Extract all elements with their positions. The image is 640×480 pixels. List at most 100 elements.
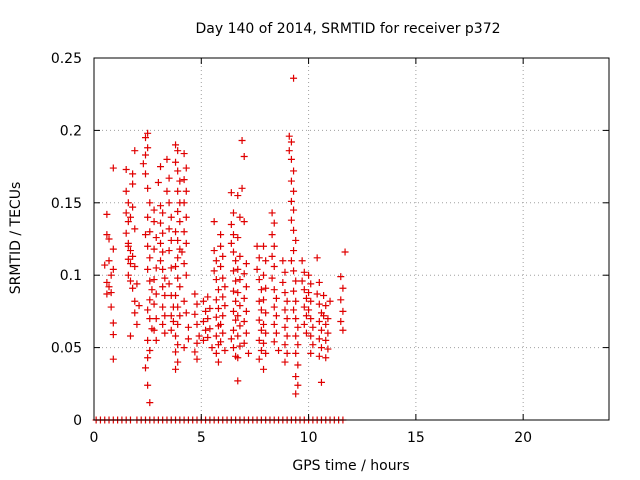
data-point <box>307 280 315 288</box>
data-point <box>307 297 315 305</box>
data-point <box>322 354 330 362</box>
data-point <box>107 271 115 279</box>
data-point <box>150 245 158 253</box>
data-point <box>262 329 270 337</box>
data-point <box>105 283 113 291</box>
data-point <box>242 283 250 291</box>
data-point <box>146 228 154 236</box>
data-point <box>268 252 276 260</box>
data-point <box>182 309 190 317</box>
data-point <box>238 137 246 145</box>
data-point <box>214 358 222 366</box>
data-point <box>292 349 300 357</box>
data-point <box>109 331 117 339</box>
data-point <box>161 274 169 282</box>
data-point <box>281 358 289 366</box>
data-point <box>150 206 158 214</box>
data-point <box>285 147 293 155</box>
data-point <box>146 296 154 304</box>
data-point <box>146 399 154 407</box>
data-point <box>122 165 130 173</box>
data-point <box>180 176 188 184</box>
data-point <box>262 309 270 317</box>
data-point <box>214 286 222 294</box>
data-point <box>133 320 141 328</box>
data-point <box>103 210 111 218</box>
data-point <box>221 346 229 354</box>
data-point <box>285 132 293 140</box>
data-point <box>309 323 317 331</box>
data-point <box>217 263 225 271</box>
data-point <box>182 164 190 172</box>
data-point <box>341 248 349 256</box>
data-point <box>315 278 323 286</box>
data-point <box>206 305 214 313</box>
data-point <box>300 268 308 276</box>
x-tick-label: 10 <box>300 430 318 446</box>
data-point <box>124 255 132 263</box>
data-point <box>294 323 302 331</box>
data-point <box>174 187 182 195</box>
data-point <box>172 291 180 299</box>
data-point <box>150 326 158 334</box>
data-point <box>191 310 199 318</box>
data-point <box>212 349 220 357</box>
data-point <box>144 336 152 344</box>
data-point <box>281 289 289 297</box>
data-point <box>221 283 229 291</box>
data-point <box>122 229 130 237</box>
data-point <box>253 265 261 273</box>
data-point <box>142 134 149 142</box>
x-tick-label: 5 <box>197 430 206 446</box>
data-point <box>229 326 237 334</box>
data-point <box>159 209 167 217</box>
data-point <box>161 291 169 299</box>
data-point <box>193 339 201 347</box>
data-point <box>283 315 291 323</box>
data-point <box>270 263 278 271</box>
data-point <box>281 268 289 276</box>
data-point <box>317 378 325 386</box>
data-point <box>159 320 167 328</box>
data-point <box>165 247 173 255</box>
data-point <box>272 329 280 337</box>
data-point <box>129 252 137 260</box>
data-point <box>210 218 218 226</box>
data-point <box>292 297 300 305</box>
data-point <box>126 213 134 221</box>
data-point <box>172 348 180 356</box>
data-point <box>129 284 137 292</box>
data-point <box>180 228 188 236</box>
data-point <box>234 234 242 242</box>
data-point <box>124 242 132 250</box>
data-point <box>126 277 134 285</box>
data-point <box>212 276 220 284</box>
data-point <box>227 335 235 343</box>
data-point <box>126 332 134 340</box>
data-point <box>174 320 182 328</box>
data-point <box>298 257 306 265</box>
data-point <box>182 271 190 279</box>
data-point <box>131 263 139 271</box>
data-point <box>268 231 276 239</box>
data-point <box>122 187 130 195</box>
data-point <box>165 174 173 182</box>
data-point <box>176 218 184 226</box>
data-point <box>232 297 240 305</box>
data-point <box>307 349 315 357</box>
data-point <box>290 206 298 214</box>
data-point <box>287 138 295 146</box>
data-point <box>180 199 188 207</box>
data-point <box>212 313 220 321</box>
data-point <box>339 307 347 315</box>
data-point <box>300 320 308 328</box>
data-point <box>229 231 237 239</box>
y-tick-label: 0.05 <box>51 341 82 357</box>
data-point <box>212 257 220 265</box>
data-point <box>182 187 190 195</box>
data-point <box>105 257 113 265</box>
data-point <box>262 257 270 265</box>
data-point <box>292 315 300 323</box>
data-point <box>242 260 250 268</box>
data-point <box>281 306 289 314</box>
